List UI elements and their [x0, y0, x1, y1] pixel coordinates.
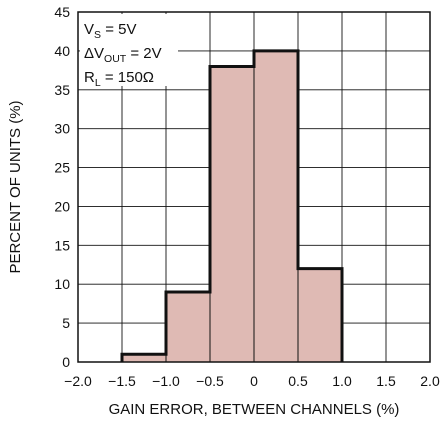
x-tick-label: −1.0 [152, 373, 180, 389]
x-tick-label: 0 [250, 373, 258, 389]
y-tick-label: 5 [62, 315, 70, 331]
x-tick-label: −1.5 [108, 373, 136, 389]
y-tick-label: 40 [54, 43, 70, 59]
condition-annotations: VS = 5V ΔVOUT = 2V RL = 150Ω [80, 14, 178, 89]
x-tick-label: 1.0 [332, 373, 352, 389]
x-tick-label: −0.5 [196, 373, 224, 389]
x-tick-label: 2.0 [420, 373, 440, 389]
x-tick-label: 0.5 [288, 373, 308, 389]
y-tick-label: 15 [54, 237, 70, 253]
histogram-bar [254, 50, 298, 363]
x-tick-label: 1.5 [376, 373, 396, 389]
x-axis-label: GAIN ERROR, BETWEEN CHANNELS (%) [109, 401, 400, 418]
y-tick-label: 0 [62, 354, 70, 370]
histogram-bar [122, 354, 166, 362]
annotation-background [80, 14, 178, 86]
condition-annotation: VS = 5V [84, 21, 136, 41]
histogram-bar [298, 268, 342, 362]
histogram-bar [166, 292, 210, 362]
y-tick-label: 45 [54, 4, 70, 20]
condition-annotation: ΔVOUT = 2V [84, 45, 162, 65]
y-tick-labels: 0 5 10 15 20 25 30 35 40 45 [54, 4, 70, 370]
y-tick-label: 10 [54, 276, 70, 292]
condition-annotation: RL = 150Ω [84, 69, 154, 89]
plot-frame [77, 11, 431, 363]
histogram-bars [120, 49, 344, 363]
y-axis-label: PERCENT OF UNITS (%) [7, 100, 24, 273]
x-tick-labels: −2.0 −1.5 −1.0 −0.5 0 0.5 1.0 1.5 2.0 [64, 373, 440, 389]
y-tick-label: 25 [54, 160, 70, 176]
y-tick-label: 20 [54, 198, 70, 214]
y-tick-label: 35 [54, 82, 70, 98]
y-tick-label: 30 [54, 121, 70, 137]
histogram-outline [120, 49, 344, 362]
x-tick-label: −2.0 [64, 373, 92, 389]
histogram-bar [210, 66, 254, 362]
